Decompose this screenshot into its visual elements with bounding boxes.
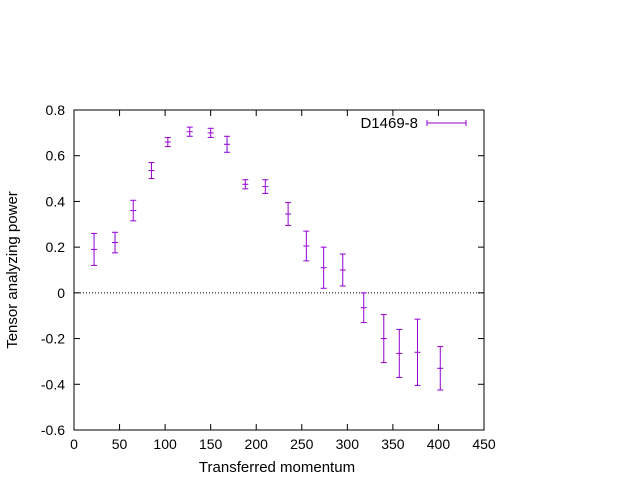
x-tick-label: 300 [336, 436, 360, 452]
x-axis-label: Transferred momentum [199, 459, 355, 476]
axis-ticks-group: 0 50 100 150 200 250 300 350 400 450 -0.6 -0.4 -0.2 0… [41, 102, 496, 452]
data-point [130, 199, 137, 222]
y-tick-label: -0.6 [41, 422, 65, 438]
y-tick-label: 0.8 [46, 102, 66, 118]
y-tick-label: 0.2 [46, 239, 66, 255]
data-point [224, 135, 231, 153]
x-tick-label: 450 [472, 436, 496, 452]
legend: D1469-8 [360, 115, 467, 132]
x-tick-label: 350 [381, 436, 405, 452]
x-tick-label: 250 [290, 436, 314, 452]
data-point [339, 253, 346, 287]
y-tick-label: 0.4 [46, 193, 66, 209]
data-point [320, 246, 327, 289]
plot-frame [73, 109, 485, 431]
data-point [396, 328, 403, 378]
plot-frame-group [73, 109, 485, 431]
series-group [91, 126, 444, 391]
x-tick-label: 100 [153, 436, 177, 452]
x-tick-label: 150 [199, 436, 223, 452]
data-point [380, 314, 387, 364]
legend-sample [426, 120, 467, 126]
data-point [164, 136, 171, 148]
x-tick-label: 200 [245, 436, 269, 452]
data-point [186, 126, 193, 137]
data-point [360, 292, 367, 324]
y-tick-label: 0 [57, 285, 65, 301]
data-point [285, 202, 292, 226]
y-tick-label: -0.2 [41, 331, 65, 347]
y-axis-label: Tensor analyzing power [4, 191, 21, 349]
data-point [303, 230, 310, 262]
x-tick-label: 0 [70, 436, 78, 452]
data-point [414, 318, 421, 386]
data-point [148, 162, 155, 180]
y-tick-label: 0.6 [46, 148, 66, 164]
x-tick-label: 50 [112, 436, 128, 452]
data-point [242, 179, 249, 190]
data-point [91, 232, 98, 266]
y-tick-label: -0.4 [41, 376, 65, 392]
data-point [437, 346, 444, 391]
x-tick-label: 400 [427, 436, 451, 452]
data-point [112, 231, 118, 254]
data-point [207, 127, 214, 138]
legend-label: D1469-8 [360, 115, 418, 132]
data-point [262, 179, 269, 194]
